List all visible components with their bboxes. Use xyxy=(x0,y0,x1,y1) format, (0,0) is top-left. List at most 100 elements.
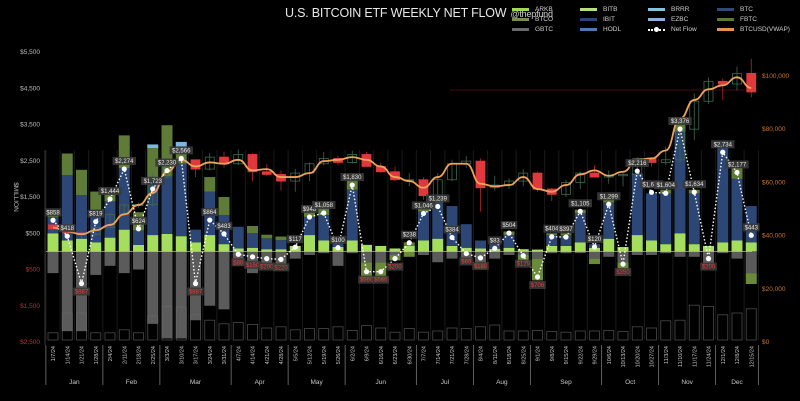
net-flow-point xyxy=(178,155,184,161)
legend-label: BTCUSD(VWAP) xyxy=(740,26,790,33)
bar-segment-gbtc-outflow- xyxy=(161,251,173,339)
bar-segment-arkb-bitb xyxy=(403,245,415,252)
bar-segment-gbtc-outflow- xyxy=(503,251,515,255)
bar-segment-ibit-btc-hodl xyxy=(688,193,700,245)
candle-body xyxy=(518,172,529,182)
bar-segment-ibit-btc-hodl xyxy=(261,238,273,250)
net-flow-point xyxy=(549,234,555,240)
bar-segment-gbtc-outflow- xyxy=(674,251,686,257)
bar-segment-arkb-bitb xyxy=(717,242,729,252)
net-flow-data-label: $404 xyxy=(543,224,561,233)
bar-segment-other-negative- xyxy=(589,258,600,265)
net-flow-point xyxy=(663,190,669,196)
x-tick-label: 4/21/24 xyxy=(265,346,271,364)
legend-swatch xyxy=(580,28,597,31)
net-flow-point xyxy=(107,196,113,202)
bar-segment-fbtc-btco xyxy=(247,226,258,234)
legend-item-ibit: IBIT xyxy=(580,16,615,23)
bar-segment-arkb-bitb xyxy=(532,249,543,252)
data-label-box xyxy=(586,235,603,244)
net-flow-point xyxy=(435,203,441,210)
bar-segment-arkb-bitb xyxy=(232,248,244,252)
volume-bar xyxy=(517,330,529,341)
bar-segment-fbtc-btco xyxy=(90,191,102,210)
bar-segment-gbtc-outflow- xyxy=(717,251,729,254)
legend-swatch xyxy=(512,28,529,31)
net-flow-point xyxy=(78,280,85,287)
volume-bar xyxy=(47,332,59,341)
bar-segment-arkb-bitb xyxy=(90,242,102,252)
month-label: Apr xyxy=(255,379,266,386)
month-label: Jul xyxy=(441,379,450,386)
volume-bar xyxy=(503,330,515,341)
y2-tick-label: $20,000 xyxy=(762,286,786,293)
legend-item-btcusd-vwap-: BTCUSD(VWAP) xyxy=(717,26,790,33)
bar-segment-gbtc-outflow- xyxy=(617,251,629,263)
legend-label: GBTC xyxy=(535,26,554,33)
candle-body xyxy=(618,174,628,177)
volume-bar xyxy=(247,323,258,341)
data-label-box xyxy=(329,235,347,244)
data-label-box xyxy=(231,258,245,267)
data-label-text: $418 xyxy=(61,226,75,232)
net-flow-data-label: $887 xyxy=(73,287,90,296)
bar-segment-ibit-btc-hodl xyxy=(232,226,244,249)
x-tick-label: 3/24/24 xyxy=(208,346,214,364)
y2-tick-label: $100,000 xyxy=(762,73,789,80)
legend-swatch xyxy=(717,18,734,21)
month-label: Nov xyxy=(681,379,693,386)
bar-segment-fbtc-btco xyxy=(204,177,216,192)
data-label-box xyxy=(258,262,276,271)
data-label-box xyxy=(286,235,304,244)
net-flow-data-label: $560 xyxy=(358,275,375,284)
bar-segment-ibit-btc-hodl xyxy=(603,202,615,239)
bar-segment-arkb-bitb xyxy=(731,240,743,252)
x-tick-label: 4/28/24 xyxy=(279,346,285,364)
bar-segment-ibit-btc-hodl xyxy=(304,216,315,236)
bar-segment-arkb-bitb xyxy=(61,240,73,252)
data-label-text: $238 xyxy=(403,233,417,239)
chart-title: U.S. BITCOIN ETF WEEKLY NET FLOW @thepfun… xyxy=(285,6,553,20)
bar-segment-other-negative- xyxy=(403,251,415,257)
volume-bar xyxy=(646,327,657,341)
bar-segment-gbtc-outflow- xyxy=(289,251,301,259)
net-flow-point xyxy=(192,280,199,287)
x-tick-label: 12/15/24 xyxy=(749,346,755,367)
bar-segment-gbtc-outflow- xyxy=(346,251,358,254)
legend-label: BTC xyxy=(740,6,753,13)
x-tick-label: 3/31/24 xyxy=(222,346,228,364)
net-flow-data-label: $150 xyxy=(244,260,261,269)
net-flow-data-label: $80 xyxy=(231,258,245,267)
net-flow-point xyxy=(135,226,142,232)
bar-segment-arkb-bitb xyxy=(546,245,558,252)
candle-body xyxy=(589,172,600,178)
month-label: Mar xyxy=(190,379,202,386)
x-tick-label: 5/19/24 xyxy=(322,346,328,364)
net-flow-point xyxy=(93,219,99,225)
x-tick-label: 1/28/24 xyxy=(94,346,100,364)
data-label-box xyxy=(614,268,632,277)
volume-bar xyxy=(589,330,600,341)
bar-segment-fbtc-btco xyxy=(76,169,87,196)
x-tick-label: 3/10/24 xyxy=(179,346,185,364)
bar-segment-ibit-btc-hodl xyxy=(503,235,515,248)
net-flow-point xyxy=(648,189,655,195)
net-flow-data-label: $120 xyxy=(514,259,532,268)
month-label: Aug xyxy=(496,379,508,386)
bar-segment-gbtc-outflow- xyxy=(90,251,102,275)
data-label-text: $2,230 xyxy=(158,161,177,167)
bar-segment-ibit-btc-hodl xyxy=(133,230,144,245)
net-flow-point xyxy=(249,254,256,260)
data-label-box xyxy=(500,221,518,230)
volume-bar xyxy=(289,329,301,341)
chart-handle: @thepfund xyxy=(510,9,553,19)
net-flow-point xyxy=(235,251,241,257)
data-label-box xyxy=(711,140,735,149)
data-label-text: $560 xyxy=(374,278,388,284)
net-flow-data-label: $864 xyxy=(201,208,219,217)
bar-segment-arkb-bitb xyxy=(147,235,159,252)
candle-body xyxy=(561,181,571,195)
data-label-box xyxy=(543,224,561,233)
bar-segment-arkb-bitb xyxy=(688,244,700,252)
volume-bar xyxy=(688,304,700,341)
